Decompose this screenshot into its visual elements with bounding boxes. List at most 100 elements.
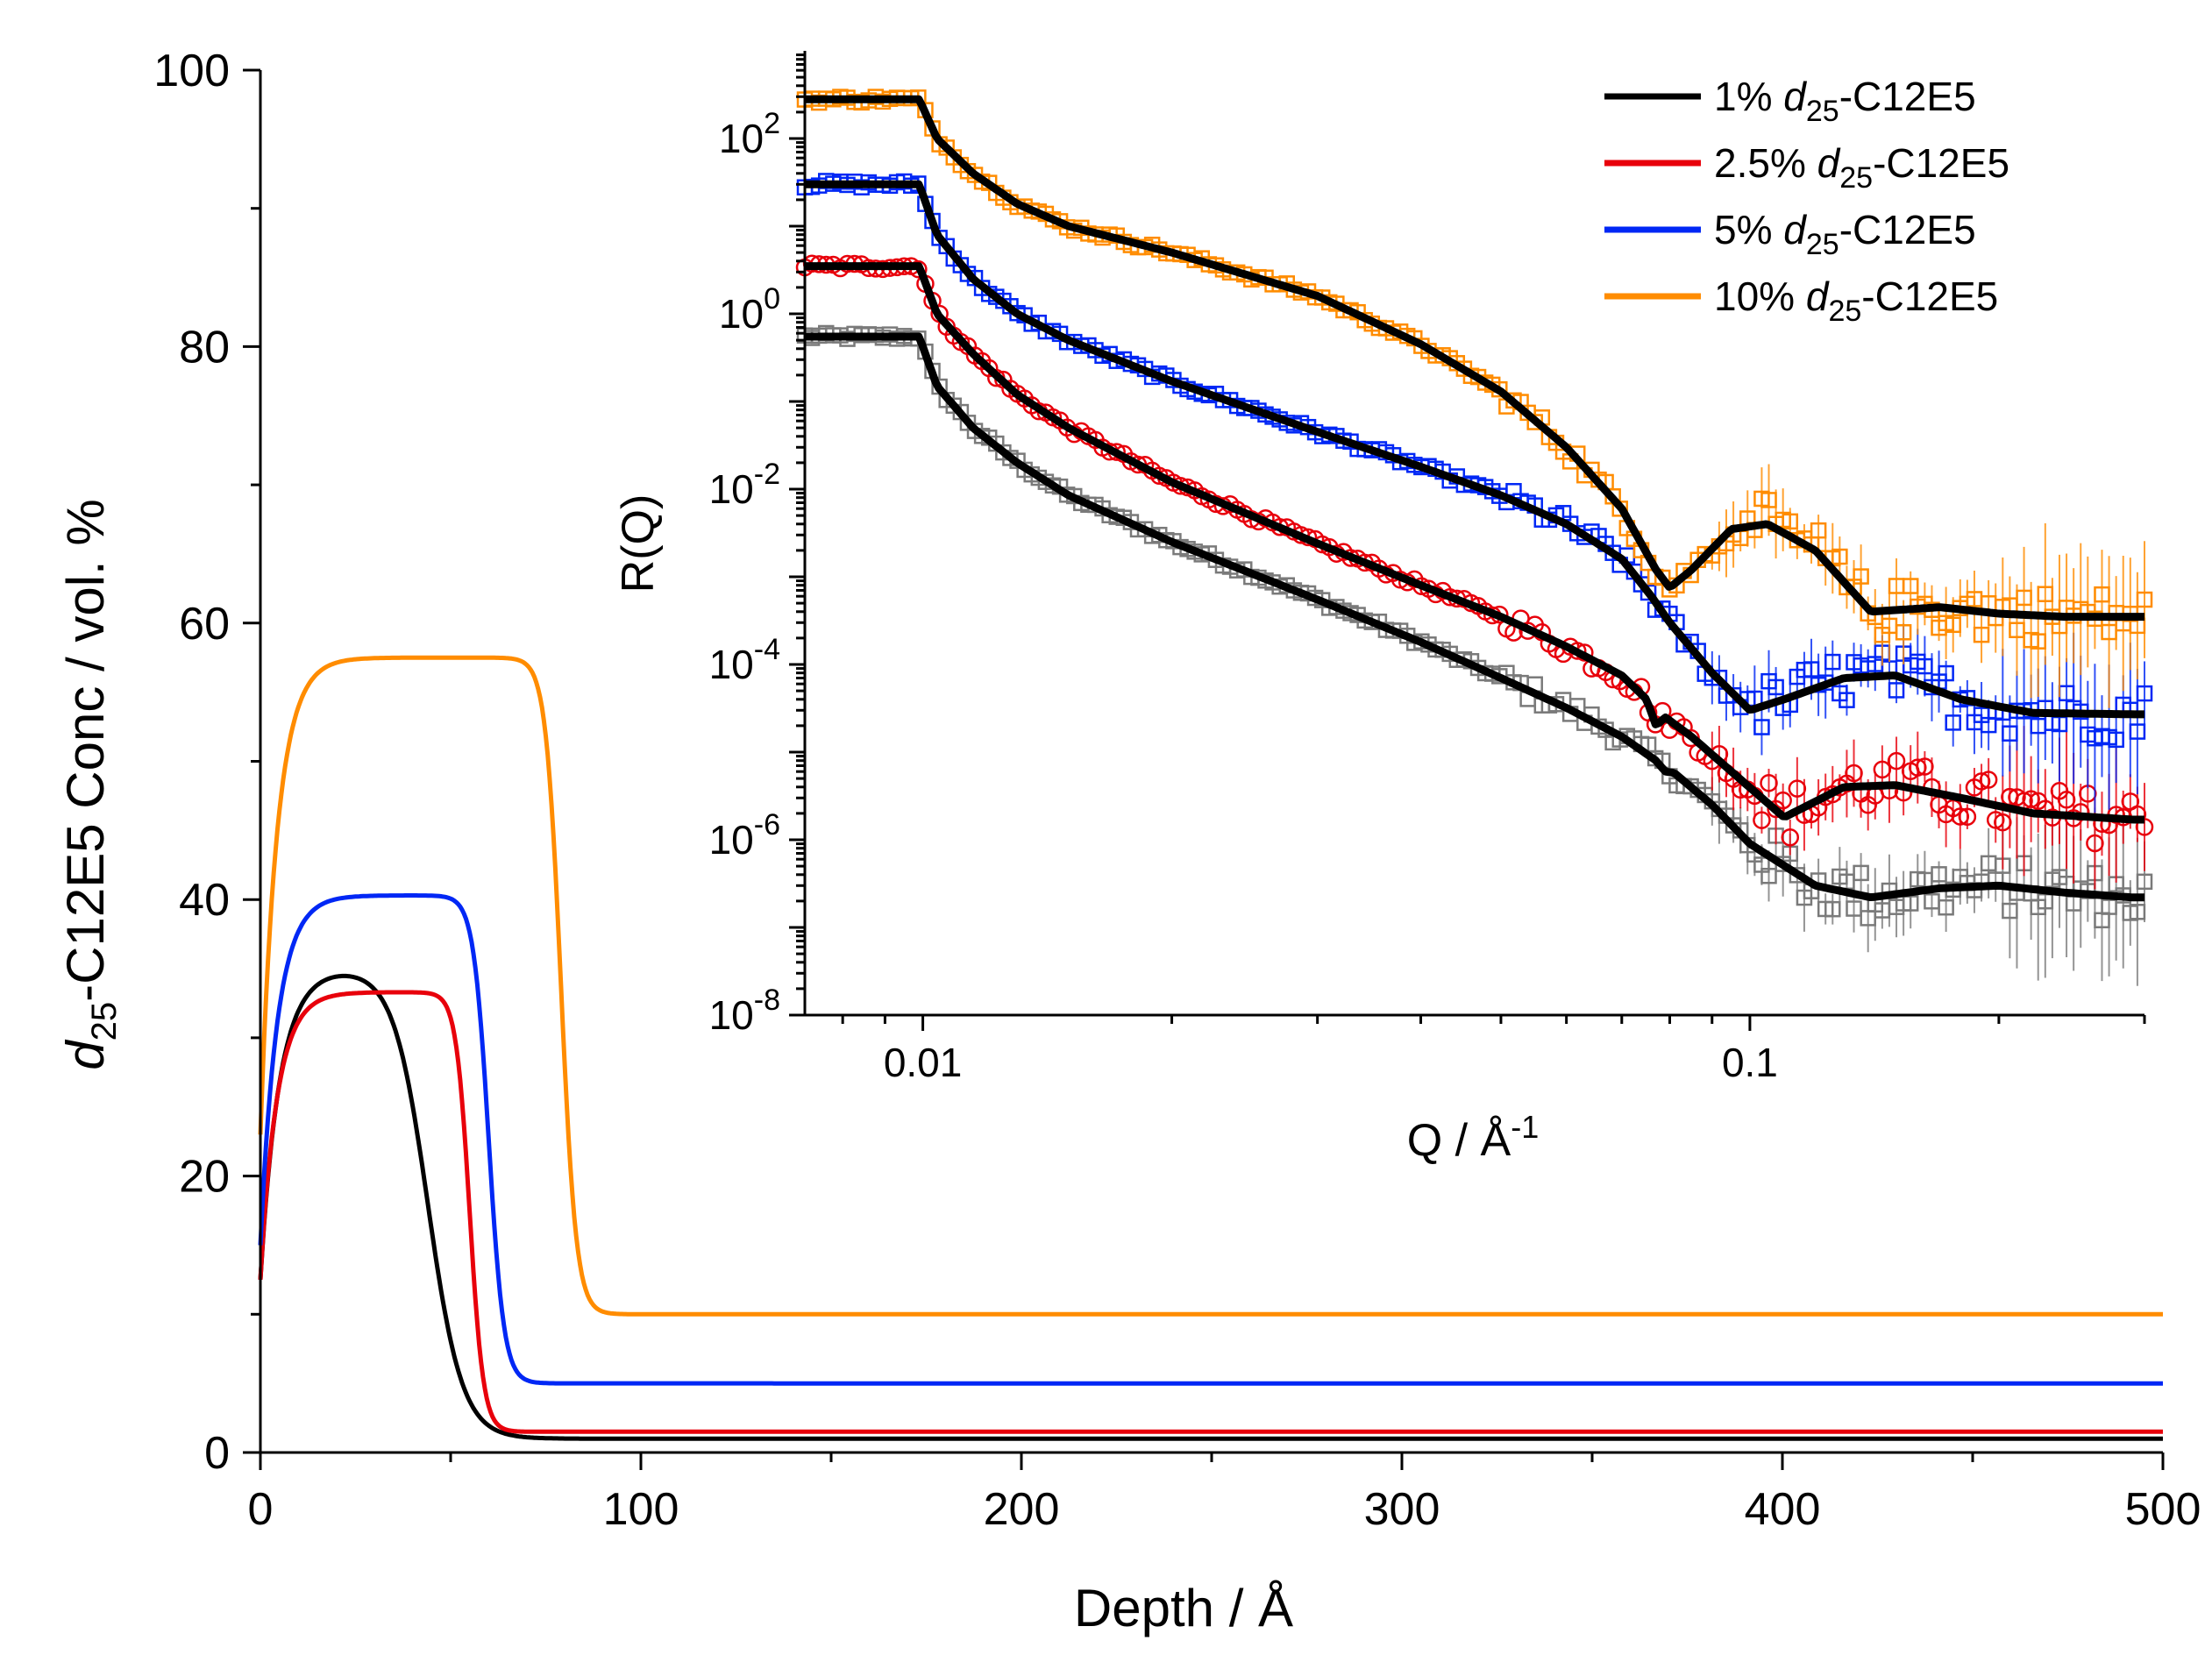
inset-fit-line-2-5-d25-c12e5 [804,262,2145,824]
legend-item: 5% d25-C12E5 [1604,207,1976,261]
legend-italic: d [1783,74,1807,119]
inset-y-tick-base: 10 [719,291,764,337]
legend-prefix: 10% [1714,273,1806,319]
main-y-tick-label: 20 [179,1152,230,1203]
inset-y-tick-exponent: 0 [764,282,780,316]
legend-italic: d [1783,207,1807,252]
legend-item: 2.5% d25-C12E5 [1604,140,2009,195]
inset-data-point [1781,828,1800,847]
legend-label: 5% d25-C12E5 [1714,207,1976,261]
inset-y-tick-label: 10-4 [709,633,780,687]
main-y-tick-label: 40 [179,875,230,926]
y-title-rest: -C12E5 Conc / vol. % [56,499,115,1002]
legend-suffix: -C12E5 [1861,273,1998,319]
inset-y-tick-label: 102 [719,107,780,161]
main-x-axis-title: Depth / Å [1074,1579,1293,1637]
inset-data-point [1938,664,1954,682]
y-title-subscript: 25 [85,1002,124,1041]
inset-data-point [1979,771,1998,789]
profile-line-10-d25-c12e5 [258,655,2164,1317]
inset-y-axis-title: R(Q) [613,494,664,593]
main-y-tick-label: 80 [179,322,230,373]
inset-data-point [2136,591,2153,608]
main-series-group [258,655,2164,1441]
inset-data-point [1931,866,1947,883]
inset-data-point [2129,723,2146,740]
inset-y-tick-base: 10 [709,642,754,687]
legend-prefix: 5% [1714,207,1783,252]
profile-line-2-5-d25-c12e5 [258,990,2164,1434]
inset-data-point [1824,653,1841,671]
inset-data-point [1753,719,1770,735]
main-x-tick-label: 200 [984,1484,1060,1535]
main-x-tick-label: 0 [248,1484,274,1535]
main-x-tick-label: 400 [1745,1484,1821,1535]
inset-y-tick-label: 10-6 [709,808,780,863]
inset-x-axis-title: Q / Å-1 [1407,1109,1540,1166]
profile-line-1-d25-c12e5 [258,973,2164,1441]
inset-data-point [1753,811,1771,829]
inset-y-tick-exponent: 2 [764,107,780,140]
inset-data-point [1839,692,1855,708]
main-x-tick-label: 300 [1364,1484,1440,1535]
inset-y-tick-base: 10 [709,466,754,512]
legend-subscript: 25 [1839,161,1873,195]
inset-data-point [1887,751,1906,771]
inset-x-title-text: Q / Å [1407,1115,1511,1166]
inset-x-title-superscript: -1 [1511,1109,1539,1145]
legend-prefix: 2.5% [1714,140,1817,186]
legend-label: 1% d25-C12E5 [1714,74,1976,128]
inset-fit-line-1-d25-c12e5 [804,332,2145,902]
legend-suffix: -C12E5 [1839,207,1976,252]
inset-x-tick-label: 0.01 [884,1040,963,1085]
main-y-tick-label: 0 [204,1428,230,1479]
legend-subscript: 25 [1806,95,1839,128]
legend-label: 10% d25-C12E5 [1714,273,1998,328]
inset-data-point [1853,864,1869,882]
inset-data-point [1958,807,1977,826]
main-y-axis-title: d25-C12E5 Conc / vol. % [56,499,124,1069]
legend-prefix: 1% [1714,74,1783,119]
main-y-tick-label: 60 [179,599,230,650]
inset-data-point [1824,900,1841,918]
inset-data-point [1945,714,1961,731]
inset-data-point [1888,682,1905,699]
inset-data-point [1760,867,1777,884]
legend-subscript: 25 [1806,228,1839,261]
legend-italic: d [1817,140,1841,186]
legend-label: 2.5% d25-C12E5 [1714,140,2009,195]
inset-data-point [2136,873,2153,891]
legend-item: 10% d25-C12E5 [1604,273,1998,328]
main-x-tick-label: 500 [2125,1484,2201,1535]
y-title-italic: d [56,1040,115,1070]
inset-data-point [1810,522,1827,539]
inset-data-point [1895,624,1912,641]
legend-subscript: 25 [1828,295,1861,328]
inset-data-point [1973,626,1990,643]
inset-y-tick-label: 10-2 [709,458,780,512]
inset-data-point [1774,791,1792,810]
inset-data-point [1639,584,1657,601]
legend-italic: d [1806,273,1830,319]
main-y-tick-label: 100 [153,46,230,96]
inset-data-point [2136,685,2153,702]
inset-fit-group [804,95,2145,902]
profile-line-5-d25-c12e5 [258,893,2164,1386]
inset-y-tick-base: 10 [709,817,754,863]
inset-y-tick-base: 10 [719,116,764,161]
inset-data-point [1831,548,1848,565]
inset-y-tick-label: 10-8 [709,984,780,1038]
inset-data-point [1853,568,1869,585]
inset-data-point [2108,731,2124,749]
inset-y-tick-label: 100 [719,282,780,337]
inset-x-tick-label: 0.1 [1722,1040,1778,1085]
inset-y-tick-exponent: -2 [754,458,780,491]
inset-y-tick-exponent: -6 [754,808,780,842]
inset-y-tick-base: 10 [709,992,754,1038]
